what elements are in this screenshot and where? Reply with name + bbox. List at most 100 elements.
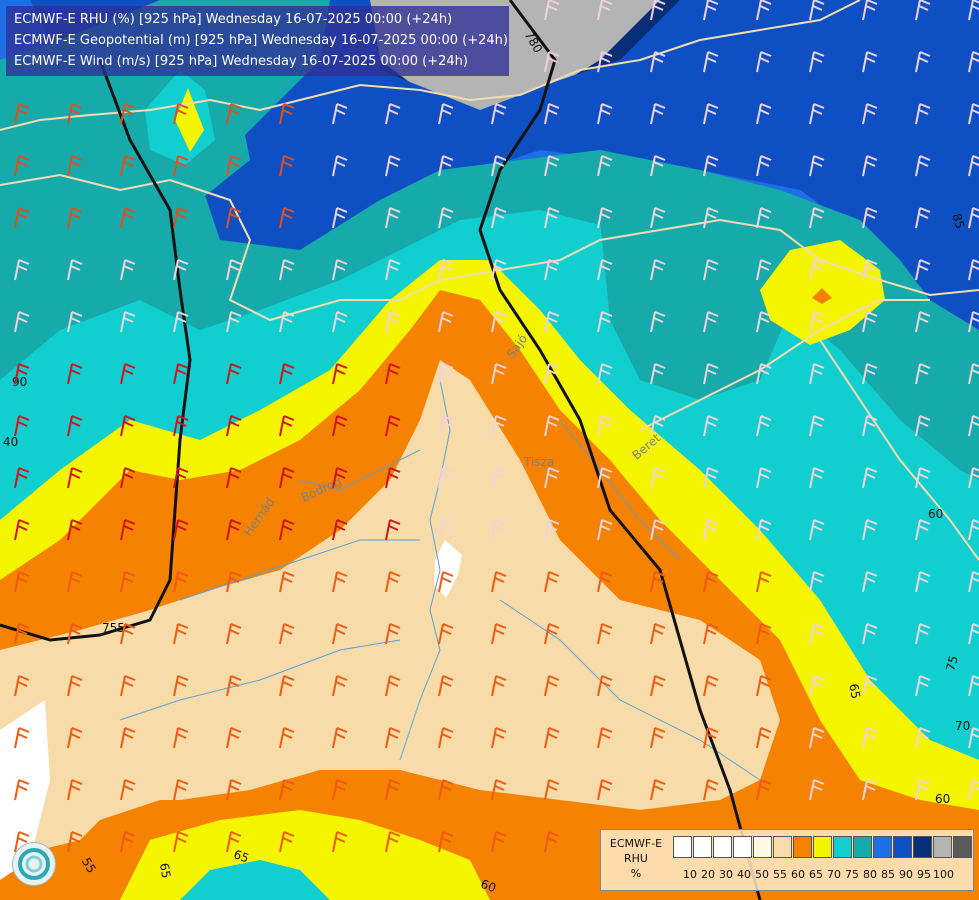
legend-swatch (713, 836, 732, 858)
wind-barb-icon (491, 363, 507, 385)
wind-barb-icon (809, 259, 825, 281)
wind-barb-icon (968, 519, 979, 541)
wind-barb-icon (438, 779, 454, 801)
legend-title-model: ECMWF-E (609, 837, 663, 850)
wind-barb-icon (385, 259, 401, 281)
wind-barb-icon (173, 363, 189, 385)
wind-barb-icon (862, 571, 878, 593)
wind-barb-icon (756, 259, 772, 281)
rhu-label-60-mid: 60 (928, 507, 943, 521)
wind-barb-icon (67, 155, 83, 177)
wind-barb-icon (544, 259, 560, 281)
wind-barb-icon (703, 467, 719, 489)
legend-swatch (813, 836, 832, 858)
wind-barb-icon (120, 103, 136, 125)
wind-barb-icon (332, 415, 348, 437)
wind-barb-icon (385, 675, 401, 697)
wind-barb-icon (332, 727, 348, 749)
wind-barb-icon (491, 103, 507, 125)
header-line-rhu: ECMWF-E RHU (%) [925 hPa] Wednesday 16-0… (14, 12, 453, 27)
wind-barb-icon (862, 675, 878, 697)
wind-barb-icon (385, 623, 401, 645)
wind-barb-icon (544, 155, 560, 177)
wind-barb-icon (385, 415, 401, 437)
wind-barb-icon (173, 311, 189, 333)
wind-barb-icon (915, 259, 931, 281)
legend-swatch (953, 836, 972, 858)
wind-barb-icon (173, 571, 189, 593)
wind-barb-icon (597, 415, 613, 437)
wind-barb-icon (968, 415, 979, 437)
wind-barb-icon (968, 571, 979, 593)
wind-barb-icon (756, 675, 772, 697)
wind-barb-icon (438, 311, 454, 333)
wind-barb-icon (67, 779, 83, 801)
wind-barb-icon (597, 779, 613, 801)
wind-barb-icon (862, 519, 878, 541)
wind-barb-icon (862, 727, 878, 749)
rhu-60-area-east (812, 288, 832, 304)
wind-barb-icon (544, 623, 560, 645)
wind-barb-icon (491, 623, 507, 645)
rhu-legend: ECMWF-E RHU % 10 20 30 40 50 55 60 65 70 75 80 85 90… (600, 829, 974, 891)
wind-barb-icon (862, 779, 878, 801)
legend-swatch (853, 836, 872, 858)
wind-barb-icon (862, 415, 878, 437)
wind-barb-icon (650, 207, 666, 229)
wind-barb-icon (279, 311, 295, 333)
wind-barb-icon (491, 519, 507, 541)
wind-barb-icon (226, 155, 242, 177)
wind-barb-icon (597, 311, 613, 333)
wind-barb-icon (120, 571, 136, 593)
legend-swatch (873, 836, 892, 858)
wind-barb-icon (862, 207, 878, 229)
wind-barb-icon (120, 155, 136, 177)
wind-barb-icon (279, 207, 295, 229)
wind-barb-icon (862, 467, 878, 489)
wind-barb-icon (650, 259, 666, 281)
wind-barb-icon (67, 259, 83, 281)
rhu-label-60-bottom: 60 (479, 877, 498, 895)
legend-swatch (893, 836, 912, 858)
wind-barb-icon (809, 207, 825, 229)
wind-barb-icon (332, 571, 348, 593)
wind-barb-icon (544, 415, 560, 437)
wind-barb-icon (14, 311, 30, 333)
wind-barb-icon (332, 311, 348, 333)
wind-barb-icon (67, 571, 83, 593)
legend-tick: 40 (737, 868, 751, 881)
wind-barb-icon (650, 519, 666, 541)
wind-barb-icon (279, 519, 295, 541)
wind-barb-icon (862, 155, 878, 177)
rhu-70-area-south (180, 860, 330, 900)
wind-barb-icon (915, 311, 931, 333)
wind-barb-icon (14, 519, 30, 541)
wind-barb-icon (67, 363, 83, 385)
wind-barb-icon (756, 467, 772, 489)
wind-barb-icon (14, 207, 30, 229)
rhu-55-area (0, 360, 780, 860)
wind-barb-icon (14, 363, 30, 385)
wind-barb-icon (14, 571, 30, 593)
wind-barb-icon (968, 779, 979, 801)
wind-barb-icon (279, 103, 295, 125)
wind-barb-icon (597, 675, 613, 697)
wind-barb-icon (809, 311, 825, 333)
wind-barb-icon (438, 155, 454, 177)
wind-barb-icon (226, 571, 242, 593)
wind-barb-icon (438, 831, 454, 853)
wind-barb-icon (438, 571, 454, 593)
legend-title-variable: RHU (624, 852, 648, 865)
wind-barb-icon (279, 727, 295, 749)
wind-barb-icon (809, 0, 825, 21)
wind-barb-icon (332, 779, 348, 801)
wind-barb-icon (544, 519, 560, 541)
legend-swatch (733, 836, 752, 858)
legend-swatch (933, 836, 952, 858)
wind-barb-icon (703, 623, 719, 645)
wind-barb-icon (703, 103, 719, 125)
wind-barb-icon (226, 103, 242, 125)
wind-barb-icon (385, 103, 401, 125)
legend-tick: 20 (701, 868, 715, 881)
